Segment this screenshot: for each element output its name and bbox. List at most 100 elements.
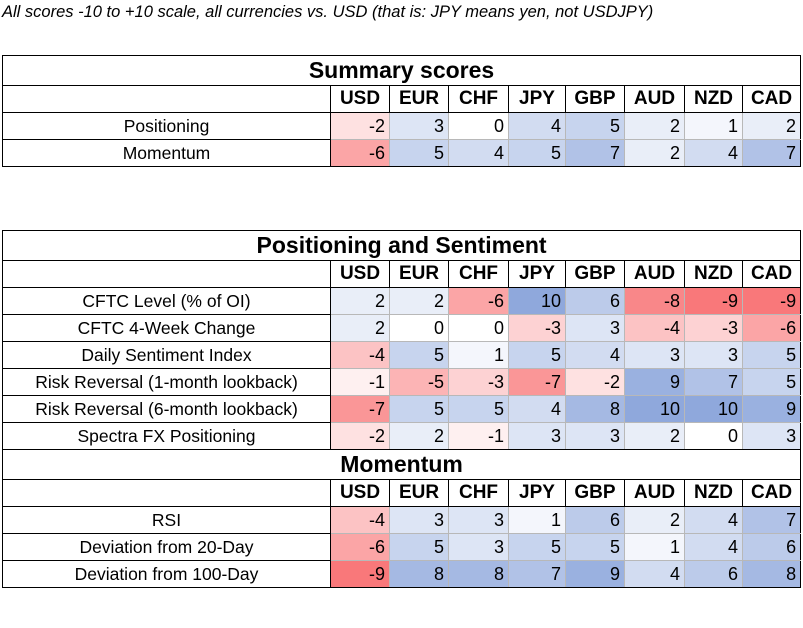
score-cell-usd: -9 bbox=[330, 560, 390, 588]
currency-header-eur: EUR bbox=[389, 260, 449, 288]
score-cell-nzd: 6 bbox=[684, 560, 743, 588]
score-cell-chf: -6 bbox=[448, 287, 509, 315]
score-cell-cad: 5 bbox=[741, 341, 802, 369]
score-cell-gbp: 6 bbox=[565, 506, 625, 534]
score-cell-cad: 6 bbox=[741, 533, 802, 561]
currency-header-aud: AUD bbox=[624, 85, 685, 113]
score-cell-gbp: 3 bbox=[565, 422, 625, 450]
score-cell-nzd: 3 bbox=[684, 341, 743, 369]
currency-header-cad: CAD bbox=[741, 260, 802, 288]
table-row: Spectra FX Positioning -2 2 -1 3 3 2 0 3 bbox=[2, 422, 802, 450]
header-blank bbox=[2, 85, 331, 113]
row-label: Risk Reversal (6-month lookback) bbox=[2, 395, 331, 423]
table-row: Deviation from 100-Day -9 8 8 7 9 4 6 8 bbox=[2, 560, 802, 588]
score-cell-gbp: -2 bbox=[565, 368, 625, 396]
score-cell-usd: -1 bbox=[330, 368, 390, 396]
score-cell-gbp: 5 bbox=[565, 533, 625, 561]
currency-header-aud: AUD bbox=[624, 260, 685, 288]
score-cell-gbp: 6 bbox=[565, 287, 625, 315]
score-cell-gbp: 4 bbox=[565, 341, 625, 369]
score-cell-chf: -1 bbox=[448, 422, 509, 450]
score-cell-jpy: 4 bbox=[508, 112, 566, 140]
header-blank bbox=[2, 479, 331, 507]
score-cell-cad: 3 bbox=[741, 422, 802, 450]
row-label: Spectra FX Positioning bbox=[2, 422, 331, 450]
score-cell-aud: 10 bbox=[624, 395, 685, 423]
score-cell-eur: 5 bbox=[389, 395, 449, 423]
score-cell-usd: -4 bbox=[330, 341, 390, 369]
score-cell-usd: 2 bbox=[330, 287, 390, 315]
row-label: RSI bbox=[2, 506, 331, 534]
score-cell-aud: 2 bbox=[624, 506, 685, 534]
currency-header-eur: EUR bbox=[389, 85, 449, 113]
score-cell-jpy: 5 bbox=[508, 533, 566, 561]
score-cell-cad: 8 bbox=[741, 560, 802, 588]
table-row: CFTC 4-Week Change 2 0 0 -3 3 -4 -3 -6 bbox=[2, 314, 802, 342]
currency-header-chf: CHF bbox=[448, 260, 509, 288]
currency-header-cad: CAD bbox=[741, 85, 802, 113]
score-cell-eur: 2 bbox=[389, 422, 449, 450]
currency-header-chf: CHF bbox=[448, 85, 509, 113]
score-cell-nzd: -9 bbox=[684, 287, 743, 315]
score-cell-chf: 5 bbox=[448, 395, 509, 423]
score-cell-jpy: 5 bbox=[508, 139, 566, 167]
score-cell-eur: -5 bbox=[389, 368, 449, 396]
score-cell-usd: -2 bbox=[330, 112, 390, 140]
currency-header-gbp: GBP bbox=[565, 85, 625, 113]
score-cell-eur: 2 bbox=[389, 287, 449, 315]
score-cell-chf: 0 bbox=[448, 314, 509, 342]
currency-header-jpy: JPY bbox=[508, 260, 566, 288]
score-cell-eur: 3 bbox=[389, 506, 449, 534]
score-cell-cad: 7 bbox=[741, 506, 802, 534]
score-cell-usd: -6 bbox=[330, 533, 390, 561]
currency-header-jpy: JPY bbox=[508, 85, 566, 113]
score-cell-jpy: 3 bbox=[508, 422, 566, 450]
table-row: Daily Sentiment Index -4 5 1 5 4 3 3 5 bbox=[2, 341, 802, 369]
table-row: Deviation from 20-Day -6 5 3 5 5 1 4 6 bbox=[2, 533, 802, 561]
score-cell-gbp: 9 bbox=[565, 560, 625, 588]
score-cell-nzd: 4 bbox=[684, 533, 743, 561]
score-cell-gbp: 3 bbox=[565, 314, 625, 342]
summary-scores-table: Summary scores USD EUR CHF JPY GBP AUD NZD CAD Po… bbox=[1, 55, 802, 167]
score-cell-usd: -4 bbox=[330, 506, 390, 534]
score-cell-chf: 4 bbox=[448, 139, 509, 167]
positioning-momentum-table: Positioning and Sentiment USD EUR CHF JPY GBP… bbox=[1, 230, 802, 588]
score-cell-jpy: -7 bbox=[508, 368, 566, 396]
score-cell-aud: 2 bbox=[624, 112, 685, 140]
row-label: Daily Sentiment Index bbox=[2, 341, 331, 369]
table-row: Momentum -6 5 4 5 7 2 4 7 bbox=[2, 139, 802, 167]
section-title: Summary scores bbox=[1, 55, 802, 86]
table-row: Risk Reversal (6-month lookback) -7 5 5 4 8 10… bbox=[2, 395, 802, 423]
score-cell-aud: 2 bbox=[624, 139, 685, 167]
section-title: Positioning and Sentiment bbox=[1, 230, 802, 261]
row-label: Positioning bbox=[2, 112, 331, 140]
score-cell-usd: 2 bbox=[330, 314, 390, 342]
score-cell-aud: -8 bbox=[624, 287, 685, 315]
currency-header-jpy: JPY bbox=[508, 479, 566, 507]
score-cell-jpy: 1 bbox=[508, 506, 566, 534]
score-cell-nzd: 0 bbox=[684, 422, 743, 450]
currency-header-usd: USD bbox=[330, 479, 390, 507]
currency-header-aud: AUD bbox=[624, 479, 685, 507]
score-cell-jpy: 5 bbox=[508, 341, 566, 369]
score-cell-chf: 1 bbox=[448, 341, 509, 369]
score-cell-chf: 0 bbox=[448, 112, 509, 140]
currency-header-eur: EUR bbox=[389, 479, 449, 507]
score-cell-chf: -3 bbox=[448, 368, 509, 396]
currency-header-nzd: NZD bbox=[684, 85, 743, 113]
section-title: Momentum bbox=[1, 449, 802, 480]
score-cell-chf: 8 bbox=[448, 560, 509, 588]
score-cell-nzd: 4 bbox=[684, 506, 743, 534]
score-cell-cad: 5 bbox=[741, 368, 802, 396]
row-label: Risk Reversal (1-month lookback) bbox=[2, 368, 331, 396]
score-cell-gbp: 5 bbox=[565, 112, 625, 140]
currency-header-usd: USD bbox=[330, 85, 390, 113]
currency-header-gbp: GBP bbox=[565, 260, 625, 288]
score-cell-aud: 1 bbox=[624, 533, 685, 561]
score-cell-nzd: 1 bbox=[684, 112, 743, 140]
score-cell-cad: 9 bbox=[741, 395, 802, 423]
scale-note: All scores -10 to +10 scale, all currenc… bbox=[2, 3, 654, 21]
score-cell-gbp: 7 bbox=[565, 139, 625, 167]
score-cell-cad: -6 bbox=[741, 314, 802, 342]
score-cell-usd: -7 bbox=[330, 395, 390, 423]
